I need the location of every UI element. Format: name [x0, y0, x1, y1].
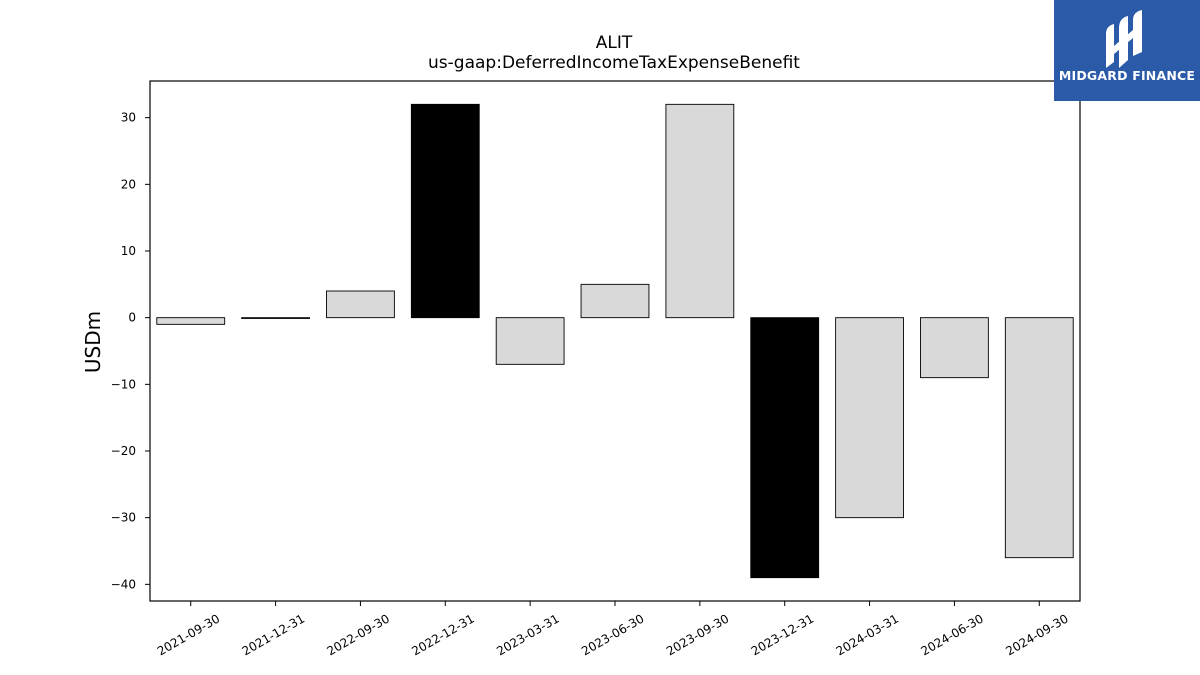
- y-tick-label: −10: [111, 377, 136, 391]
- bar-2022-09-30: [326, 290, 395, 319]
- bar-2022-12-31: [410, 103, 480, 319]
- bars-group: [156, 103, 1074, 579]
- y-tick-label: 0: [128, 311, 136, 325]
- y-tick-label: 30: [121, 111, 136, 125]
- bar-2021-12-31: [241, 317, 310, 319]
- x-axis-ticks: 2021-09-30 2021-12-31 2022-09-30 2022-12-31…: [155, 601, 1071, 658]
- chart-title: ALIT: [596, 33, 633, 53]
- x-tick-label: 2024-09-30: [1003, 611, 1070, 658]
- x-tick-label: 2023-12-31: [749, 611, 816, 658]
- chart-subtitle: us-gaap:DeferredIncomeTaxExpenseBenefit: [428, 53, 800, 73]
- brand-logo: MIDGARD FINANCE: [1054, 0, 1200, 101]
- bar-2024-09-30: [1004, 317, 1074, 559]
- x-tick-label: 2022-12-31: [409, 611, 476, 658]
- y-axis-ticks: 30 20 10 0 −10 −20 −30 −40: [111, 111, 150, 591]
- bar-2024-03-31: [835, 317, 904, 519]
- bar-2023-09-30: [665, 103, 735, 319]
- x-tick-label: 2023-09-30: [664, 611, 731, 658]
- bar-2023-12-31: [750, 317, 820, 579]
- brand-name: MIDGARD FINANCE: [1058, 68, 1196, 83]
- bar-2024-06-30: [920, 317, 989, 379]
- bar-2023-03-31: [495, 317, 565, 365]
- y-tick-label: −30: [111, 511, 136, 525]
- x-tick-label: 2024-06-30: [919, 611, 986, 658]
- x-tick-label: 2023-06-30: [579, 611, 646, 658]
- plot-frame: [149, 80, 1081, 602]
- y-tick-label: −20: [111, 444, 136, 458]
- x-tick-label: 2021-09-30: [155, 611, 222, 658]
- x-tick-label: 2022-09-30: [325, 611, 392, 658]
- y-axis-label: USDm: [81, 311, 105, 373]
- y-tick-label: −40: [111, 577, 136, 591]
- y-tick-label: 20: [121, 177, 136, 191]
- bar-2023-06-30: [580, 283, 650, 319]
- x-tick-label: 2021-12-31: [240, 611, 307, 658]
- y-tick-label: 10: [121, 244, 136, 258]
- x-tick-label: 2023-03-31: [494, 611, 561, 658]
- midgard-m-icon: [1106, 10, 1142, 68]
- bar-2021-09-30: [156, 317, 226, 325]
- x-tick-label: 2024-03-31: [834, 611, 901, 658]
